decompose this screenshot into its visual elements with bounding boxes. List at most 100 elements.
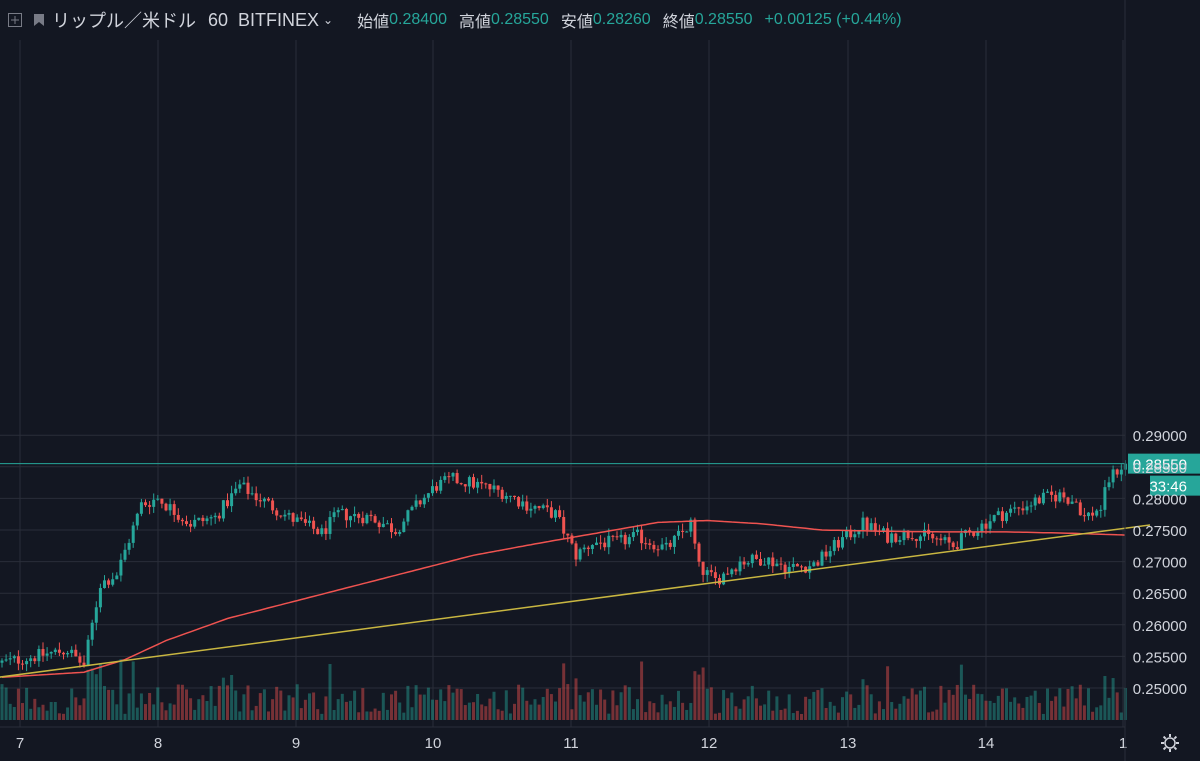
- volume-bar: [615, 705, 619, 720]
- volume-bar: [205, 700, 209, 720]
- candle-body: [250, 493, 254, 495]
- gear-icon[interactable]: [1160, 733, 1180, 753]
- candle-body: [86, 639, 90, 667]
- candle-body: [800, 566, 803, 568]
- candle-body: [787, 566, 791, 573]
- volume-bar: [0, 684, 4, 720]
- high-label: 高値: [458, 14, 491, 31]
- volume-bar: [472, 702, 475, 720]
- candle-body: [533, 506, 537, 509]
- candle-body: [287, 513, 291, 515]
- candle-body: [824, 551, 828, 557]
- volume-bar: [258, 693, 262, 720]
- volume-bar: [763, 704, 767, 720]
- exchange-label[interactable]: BITFINEX: [238, 9, 320, 30]
- candle-body: [595, 542, 598, 546]
- candle-body: [586, 547, 590, 549]
- volume-bar: [980, 694, 984, 720]
- candle-body: [713, 572, 717, 579]
- volume-bar: [369, 711, 373, 720]
- trendline: [0, 524, 1151, 678]
- volume-bar: [824, 708, 828, 720]
- volume-bar: [107, 689, 111, 720]
- candle-body: [566, 533, 570, 536]
- volume-bar: [992, 702, 996, 720]
- volume-bar: [988, 700, 992, 720]
- symbol-name[interactable]: リップル／米ドル: [52, 11, 196, 31]
- volume-bar: [295, 684, 299, 720]
- volume-bar: [238, 711, 242, 720]
- volume-bar: [767, 690, 771, 720]
- candle-body: [402, 521, 406, 532]
- candle-body: [574, 543, 578, 560]
- volume-bar: [677, 690, 680, 720]
- volume-bar: [29, 708, 33, 720]
- volume-bar: [1041, 713, 1045, 720]
- volume-bar: [217, 685, 221, 720]
- volume-bar: [127, 693, 131, 720]
- candle-body: [78, 656, 82, 663]
- candle-body: [267, 498, 270, 501]
- candle-body: [262, 498, 266, 502]
- candle-body: [431, 486, 434, 494]
- candle-body: [562, 517, 566, 534]
- volume-bar: [894, 708, 898, 720]
- interval-label[interactable]: 60: [208, 9, 229, 30]
- candle-body: [221, 500, 225, 519]
- volume-bar: [180, 684, 184, 720]
- price-tick-label: 0.28000: [1133, 491, 1187, 508]
- candle-body: [62, 652, 65, 655]
- volume-bar: [816, 690, 820, 720]
- candle-body: [775, 563, 779, 567]
- flag-icon[interactable]: [32, 13, 46, 27]
- volume-bar: [869, 694, 873, 720]
- volume-bar: [644, 712, 648, 720]
- volume-bar: [898, 703, 902, 720]
- plus-square-icon[interactable]: [8, 13, 22, 27]
- last-price-label: 0.28550: [1133, 457, 1187, 474]
- candle-body: [734, 569, 738, 572]
- volume-bar: [1074, 698, 1078, 720]
- candle-body: [90, 622, 94, 640]
- volume-bar: [443, 701, 447, 720]
- volume-bar: [49, 702, 53, 720]
- candle-body: [898, 540, 902, 542]
- volume-bar: [914, 694, 918, 720]
- candle-body: [74, 649, 78, 657]
- volume-bar: [299, 708, 303, 720]
- volume-bar: [672, 706, 676, 720]
- volume-bar: [1062, 706, 1066, 720]
- candle-body: [377, 522, 381, 528]
- candle-body: [832, 540, 836, 552]
- candle-body: [41, 649, 45, 656]
- candle-body: [812, 562, 816, 567]
- volume-bar: [467, 702, 471, 720]
- candle-body: [951, 542, 955, 548]
- volume-bar: [636, 699, 639, 720]
- candle-body: [849, 529, 853, 538]
- chevron-down-icon[interactable]: ⌄: [323, 13, 334, 27]
- volume-bar: [554, 701, 557, 720]
- volume-bar: [722, 690, 726, 720]
- candle-body: [939, 538, 943, 541]
- volume-bar: [504, 690, 508, 720]
- candle-body: [779, 563, 783, 565]
- volume-bar: [972, 684, 976, 720]
- candle-body: [258, 500, 262, 502]
- volume-bar: [45, 710, 49, 720]
- volume-bar: [135, 707, 139, 720]
- volume-bar: [422, 694, 426, 720]
- chart-header: リップル／米ドル 60 BITFINEX ⌄ 始値 0.28400 高値 0.2…: [0, 0, 1125, 40]
- volume-bar: [865, 685, 869, 720]
- candle-body: [783, 564, 787, 573]
- candle-body: [955, 547, 959, 549]
- candle-body: [549, 507, 553, 518]
- volume-bar: [361, 688, 365, 720]
- volume-bar: [873, 713, 877, 720]
- price-tick-label: 0.26000: [1133, 618, 1187, 635]
- candle-body: [385, 523, 389, 525]
- candle-body: [463, 484, 467, 487]
- candle-body: [336, 510, 340, 513]
- candle-body: [693, 519, 697, 544]
